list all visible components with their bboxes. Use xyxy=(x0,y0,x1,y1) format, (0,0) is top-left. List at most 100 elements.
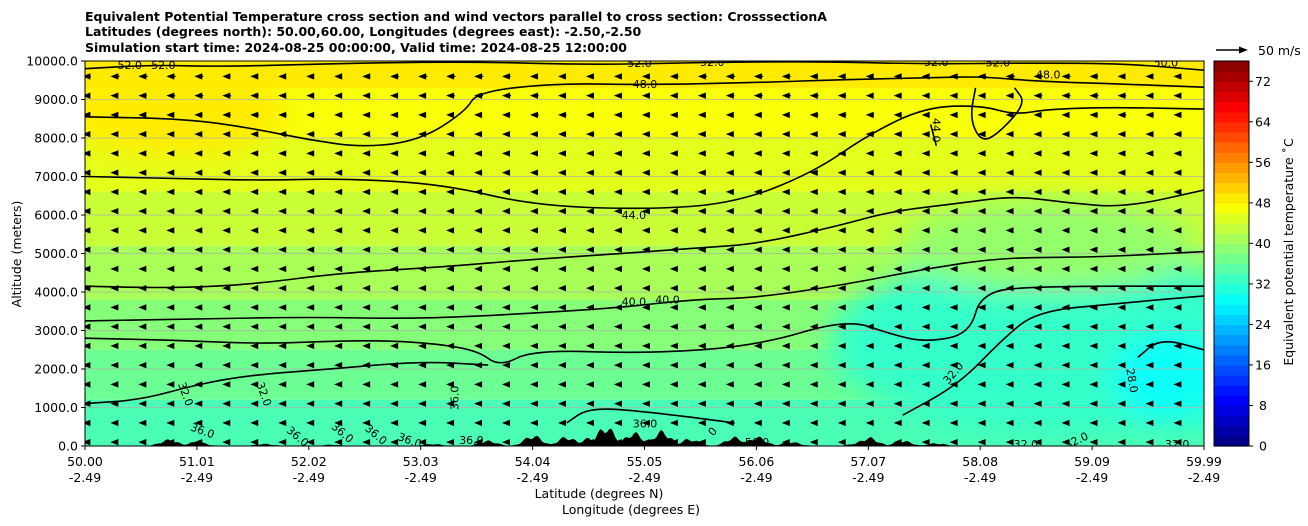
wind-arrow-head xyxy=(641,188,650,196)
wind-arrow-head xyxy=(362,304,371,311)
wind-arrow-head xyxy=(278,92,287,99)
wind-arrow xyxy=(697,381,706,388)
wind-arrow-head xyxy=(1173,169,1182,176)
wind-arrow xyxy=(502,419,511,427)
wind-arrow-head xyxy=(306,265,315,273)
wind-arrow xyxy=(529,342,538,350)
wind-arrow xyxy=(138,73,148,80)
wind-arrow-head xyxy=(474,207,483,215)
wind-arrow xyxy=(613,207,622,215)
wind-arrow-head xyxy=(362,361,371,369)
wind-arrow-head xyxy=(278,188,287,196)
wind-arrow-head xyxy=(222,342,231,350)
wind-arrow xyxy=(250,150,259,157)
wind-arrow xyxy=(474,111,483,119)
wind-arrow xyxy=(1005,438,1014,446)
wind-arrow-head xyxy=(306,400,315,407)
wind-arrow-head xyxy=(921,361,930,369)
wind-arrow-head xyxy=(390,227,399,234)
wind-arrow-head xyxy=(446,92,455,99)
wind-arrow-head xyxy=(753,150,762,157)
wind-arrow-head xyxy=(585,169,594,176)
wind-arrow-head xyxy=(85,227,91,234)
wind-arrow xyxy=(921,265,930,273)
wind-arrow-head xyxy=(85,111,91,119)
wind-arrow-head xyxy=(893,400,902,407)
wind-arrow-head xyxy=(306,438,315,446)
wind-arrow-head xyxy=(306,246,315,253)
wind-arrow xyxy=(781,130,790,138)
wind-arrow xyxy=(697,342,706,350)
wind-arrow-head xyxy=(781,73,790,80)
wind-arrow-head xyxy=(278,284,287,292)
wind-arrow-head xyxy=(446,323,455,330)
wind-arrow-head xyxy=(669,400,678,407)
wind-arrow xyxy=(949,130,958,138)
wind-arrow-head xyxy=(502,419,511,427)
wind-arrow-head xyxy=(697,361,706,369)
wind-arrow-head xyxy=(529,73,538,80)
wind-arrow xyxy=(1061,111,1070,119)
wind-arrow xyxy=(753,246,762,253)
wind-arrow xyxy=(921,304,930,311)
wind-arrow-head xyxy=(1061,188,1070,196)
wind-arrow-head xyxy=(1033,323,1042,330)
wind-arrow-head xyxy=(893,265,902,273)
wind-arrow-head xyxy=(837,419,846,427)
wind-arrow-head xyxy=(809,188,818,196)
colorbar-segment xyxy=(1214,375,1249,386)
contour-label: 52.0 xyxy=(986,57,1011,70)
wind-arrow xyxy=(1117,419,1126,427)
wind-arrow xyxy=(1061,284,1070,292)
wind-arrow xyxy=(865,438,874,446)
wind-arrow xyxy=(1145,169,1154,176)
wind-arrow xyxy=(222,169,231,176)
wind-arrow xyxy=(502,342,511,350)
wind-arrow-head xyxy=(697,381,706,388)
y-tick-label: 0.0 xyxy=(58,439,78,454)
quiver-key-arrowhead xyxy=(1239,46,1248,54)
wind-arrow xyxy=(1173,130,1182,138)
wind-arrow xyxy=(502,227,511,234)
wind-arrow-head xyxy=(418,246,427,253)
wind-arrow-head xyxy=(725,323,734,330)
wind-arrow xyxy=(1061,265,1070,273)
wind-arrow-head xyxy=(250,323,259,330)
wind-arrow xyxy=(362,92,371,99)
wind-arrow xyxy=(85,342,91,350)
wind-arrow-head xyxy=(641,130,650,138)
wind-arrow xyxy=(977,92,986,99)
wind-arrow-head xyxy=(1061,284,1070,292)
wind-arrow xyxy=(85,227,91,234)
wind-arrow-head xyxy=(949,304,958,311)
wind-arrow-head xyxy=(166,323,175,330)
wind-arrow xyxy=(502,92,511,99)
wind-arrow-head xyxy=(474,381,483,388)
wind-arrow-head xyxy=(418,73,427,80)
wind-arrow-head xyxy=(1117,246,1126,253)
contour-label: 44.0 xyxy=(622,209,647,222)
wind-arrow-head xyxy=(278,150,287,157)
wind-arrow xyxy=(809,419,818,427)
wind-arrow xyxy=(669,169,678,176)
wind-arrow-head xyxy=(166,73,175,80)
wind-arrow-head xyxy=(809,438,818,446)
wind-arrow xyxy=(613,284,622,292)
wind-arrow-head xyxy=(250,400,259,407)
wind-arrow xyxy=(166,169,175,176)
wind-arrow xyxy=(1173,207,1182,215)
wind-arrow-head xyxy=(474,284,483,292)
wind-arrow xyxy=(278,381,287,388)
wind-arrow xyxy=(641,304,650,311)
wind-arrow xyxy=(949,361,958,369)
colorbar-segment xyxy=(1214,263,1249,275)
wind-arrow-head xyxy=(809,419,818,427)
wind-arrow-head xyxy=(557,92,566,99)
wind-arrow xyxy=(865,92,874,99)
wind-arrow xyxy=(1089,111,1098,119)
wind-arrow xyxy=(1173,169,1182,176)
wind-arrow xyxy=(85,284,91,292)
wind-arrow xyxy=(1089,130,1098,138)
wind-arrow xyxy=(138,246,147,253)
wind-arrow-head xyxy=(194,111,203,119)
